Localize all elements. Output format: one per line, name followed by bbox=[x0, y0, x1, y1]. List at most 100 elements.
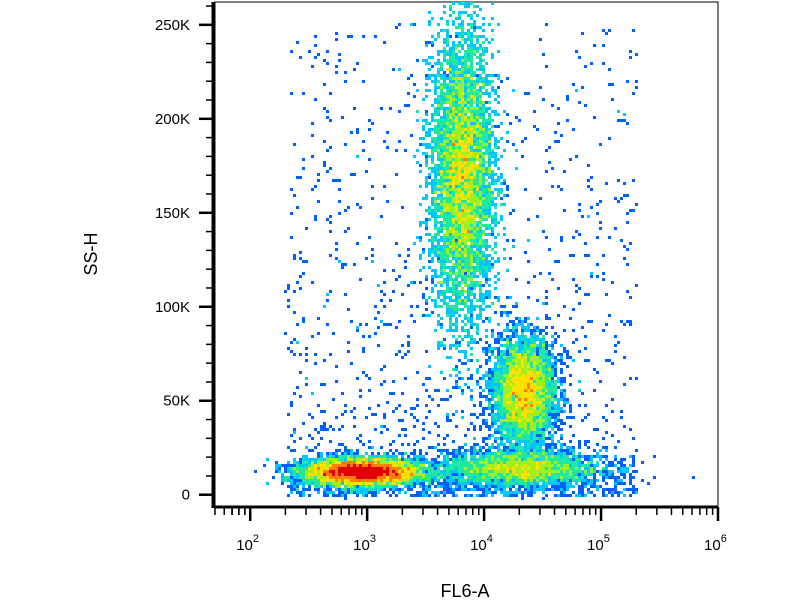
event-dot bbox=[446, 134, 449, 137]
event-dot bbox=[491, 458, 494, 461]
event-dot bbox=[461, 182, 464, 185]
event-dot bbox=[455, 176, 458, 179]
event-dot bbox=[452, 98, 455, 101]
event-dot bbox=[389, 479, 392, 482]
event-dot bbox=[506, 359, 509, 362]
event-dot bbox=[338, 455, 341, 458]
event-dot bbox=[485, 383, 488, 386]
event-dot bbox=[446, 53, 449, 56]
event-dot bbox=[536, 416, 539, 419]
event-dot bbox=[476, 326, 479, 329]
event-dot bbox=[563, 452, 566, 455]
event-dot bbox=[440, 86, 443, 89]
event-dot bbox=[506, 455, 509, 458]
event-dot bbox=[488, 191, 491, 194]
event-dot bbox=[623, 473, 626, 476]
event-dot bbox=[404, 476, 407, 479]
event-dot bbox=[503, 227, 506, 230]
event-dot bbox=[368, 461, 371, 464]
event-dot bbox=[605, 431, 608, 434]
event-dot bbox=[326, 149, 329, 152]
event-dot bbox=[470, 74, 473, 77]
event-dot bbox=[464, 212, 467, 215]
event-dot bbox=[620, 239, 623, 242]
event-dot bbox=[596, 428, 599, 431]
event-dot bbox=[443, 218, 446, 221]
event-dot bbox=[479, 365, 482, 368]
event-dot bbox=[425, 377, 428, 380]
event-dot bbox=[590, 464, 593, 467]
event-dot bbox=[470, 122, 473, 125]
event-dot bbox=[530, 452, 533, 455]
event-dot bbox=[476, 119, 479, 122]
event-dot bbox=[458, 200, 461, 203]
event-dot bbox=[533, 341, 536, 344]
event-dot bbox=[455, 236, 458, 239]
event-dot bbox=[443, 74, 446, 77]
event-dot bbox=[533, 368, 536, 371]
event-dot bbox=[488, 146, 491, 149]
event-dot bbox=[437, 296, 440, 299]
event-dot bbox=[470, 248, 473, 251]
event-dot bbox=[524, 434, 527, 437]
event-dot bbox=[419, 236, 422, 239]
event-dot bbox=[518, 422, 521, 425]
event-dot bbox=[491, 125, 494, 128]
event-dot bbox=[491, 434, 494, 437]
event-dot bbox=[566, 398, 569, 401]
event-dot bbox=[464, 281, 467, 284]
event-dot bbox=[464, 227, 467, 230]
event-dot bbox=[461, 77, 464, 80]
event-dot bbox=[617, 479, 620, 482]
event-dot bbox=[395, 26, 398, 29]
event-dot bbox=[497, 332, 500, 335]
event-dot bbox=[473, 167, 476, 170]
event-dot bbox=[548, 482, 551, 485]
event-dot bbox=[536, 455, 539, 458]
event-dot bbox=[464, 434, 467, 437]
event-dot bbox=[452, 104, 455, 107]
event-dot bbox=[320, 461, 323, 464]
event-dot bbox=[452, 137, 455, 140]
event-dot bbox=[446, 470, 449, 473]
event-dot bbox=[488, 149, 491, 152]
event-dot bbox=[419, 473, 422, 476]
event-dot bbox=[467, 197, 470, 200]
event-dot bbox=[473, 230, 476, 233]
event-dot bbox=[437, 113, 440, 116]
event-dot bbox=[416, 464, 419, 467]
event-dot bbox=[362, 347, 365, 350]
event-dot bbox=[473, 269, 476, 272]
event-dot bbox=[452, 311, 455, 314]
event-dot bbox=[461, 173, 464, 176]
event-dot bbox=[341, 266, 344, 269]
event-dot bbox=[521, 470, 524, 473]
event-dot bbox=[296, 323, 299, 326]
event-dot bbox=[437, 143, 440, 146]
event-dot bbox=[623, 467, 626, 470]
event-dot bbox=[545, 470, 548, 473]
event-dot bbox=[443, 5, 446, 8]
event-dot bbox=[482, 92, 485, 95]
event-dot bbox=[518, 338, 521, 341]
event-dot bbox=[539, 404, 542, 407]
event-dot bbox=[413, 95, 416, 98]
event-dot bbox=[533, 362, 536, 365]
event-dot bbox=[440, 128, 443, 131]
event-dot bbox=[425, 308, 428, 311]
event-dot bbox=[572, 254, 575, 257]
event-dot bbox=[521, 485, 524, 488]
event-dot bbox=[461, 293, 464, 296]
event-dot bbox=[551, 185, 554, 188]
event-dot bbox=[350, 479, 353, 482]
event-dot bbox=[494, 281, 497, 284]
event-dot bbox=[545, 347, 548, 350]
event-dot bbox=[431, 203, 434, 206]
event-dot bbox=[488, 155, 491, 158]
event-dot bbox=[359, 482, 362, 485]
event-dot bbox=[503, 350, 506, 353]
event-dot bbox=[473, 98, 476, 101]
event-dot bbox=[455, 383, 458, 386]
event-dot bbox=[524, 473, 527, 476]
event-dot bbox=[473, 152, 476, 155]
